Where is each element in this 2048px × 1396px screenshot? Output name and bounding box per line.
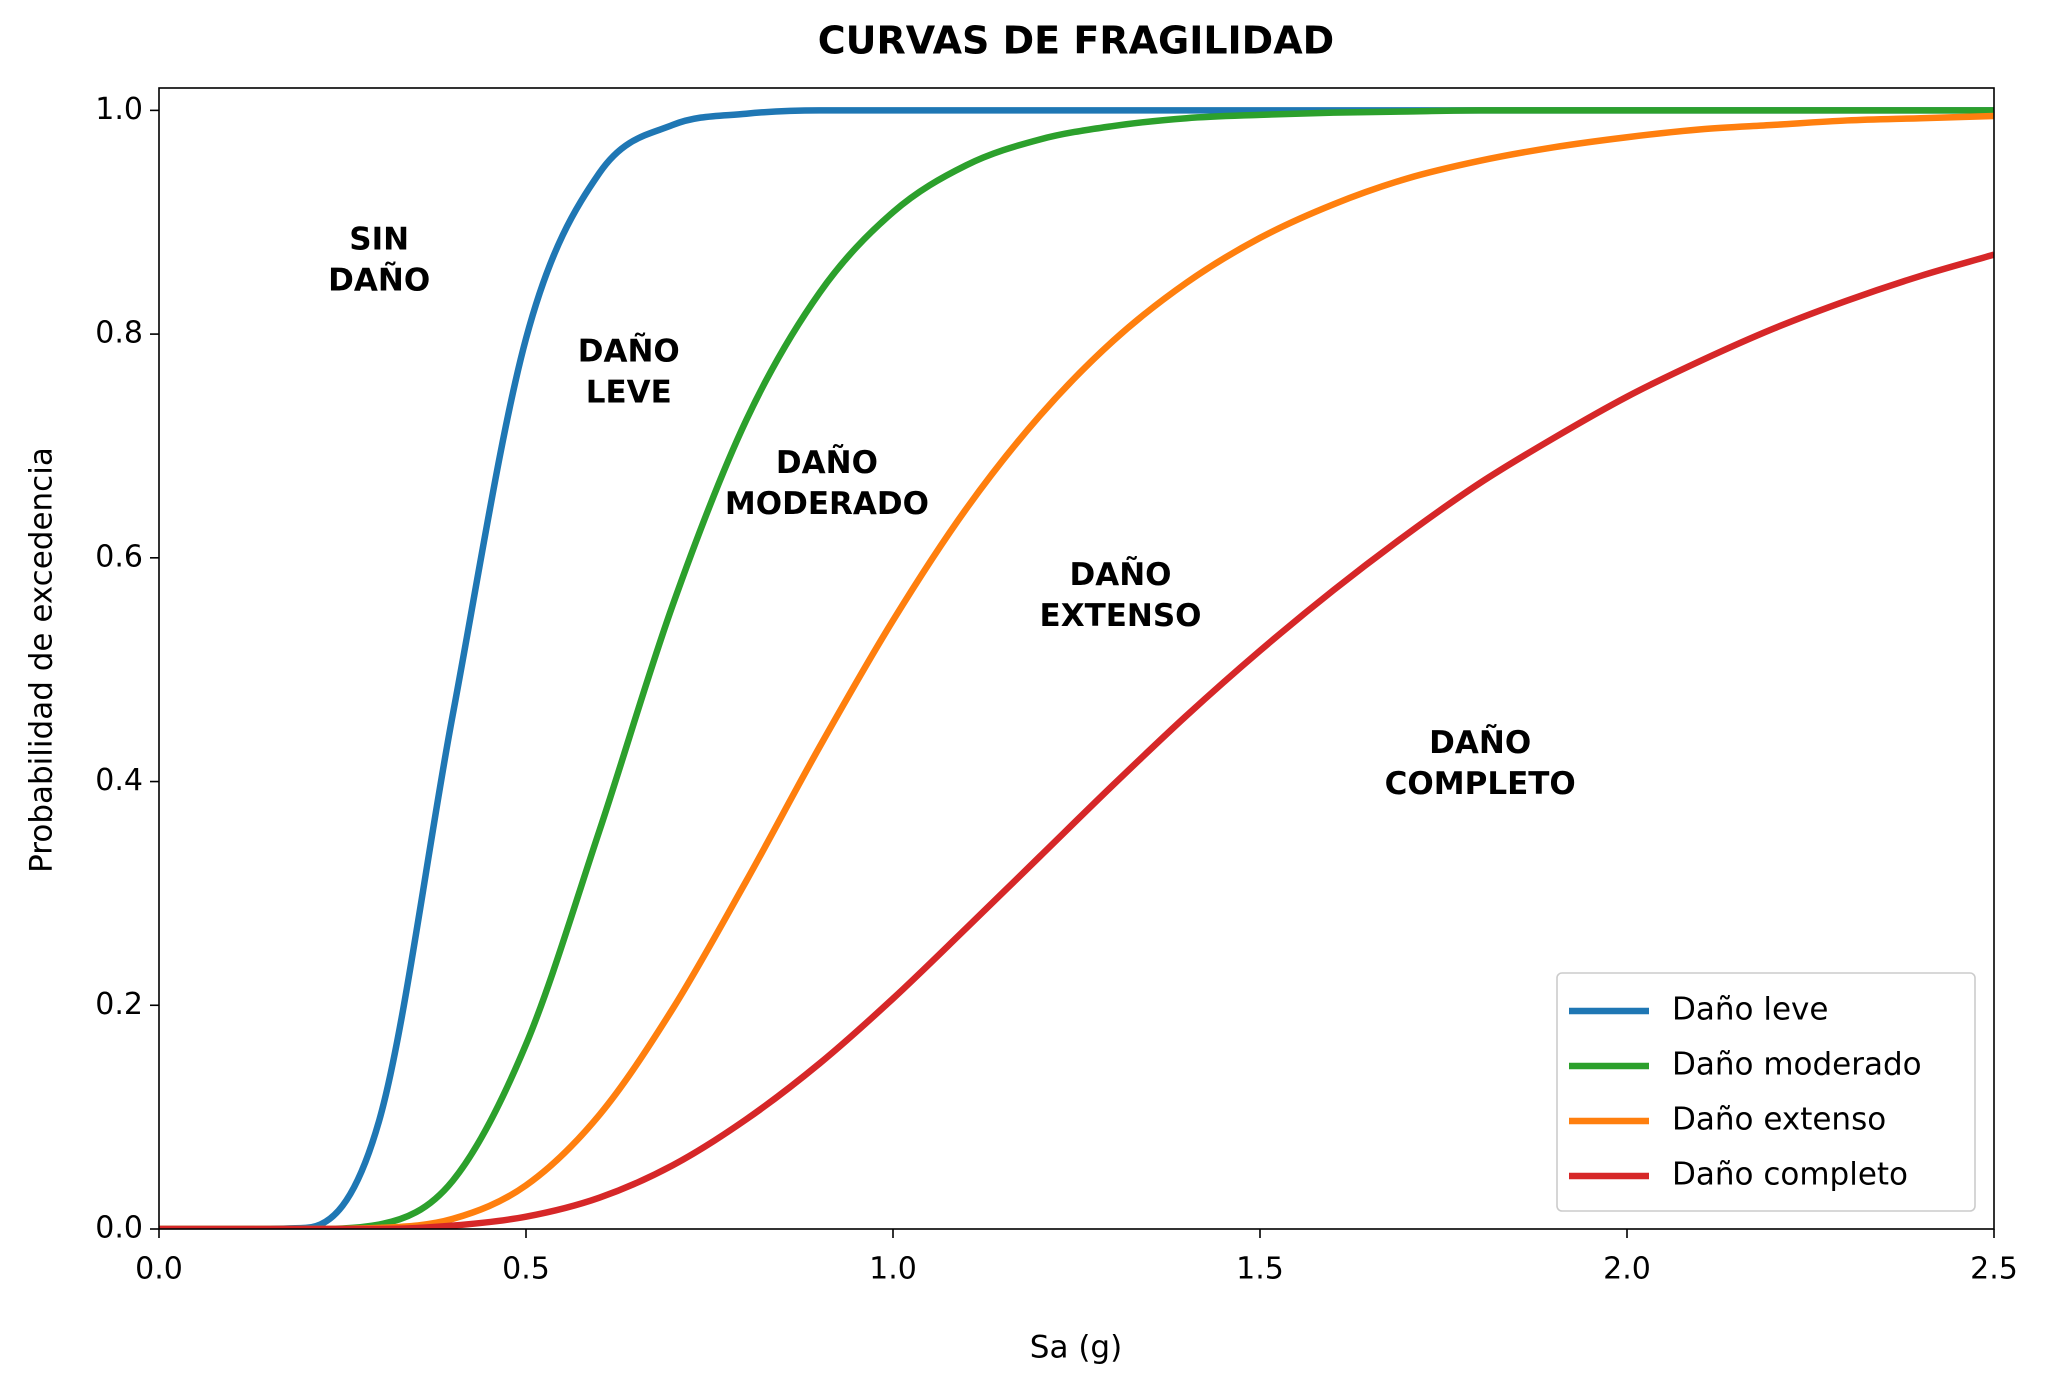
annotation: SIN	[349, 221, 409, 257]
annotation: COMPLETO	[1385, 766, 1576, 802]
annotation: DAÑO	[776, 444, 878, 481]
annotation: MODERADO	[725, 486, 929, 522]
series-line	[159, 251, 1994, 1229]
x-tick-label: 2.0	[1603, 1252, 1651, 1287]
x-tick-label: 2.5	[1970, 1252, 2018, 1287]
annotation: DAÑO	[578, 332, 680, 369]
annotation: LEVE	[586, 374, 672, 410]
y-tick-label: 0.6	[95, 539, 143, 574]
y-axis-label: Probabilidad de excedencia	[24, 447, 60, 873]
x-tick-label: 1.5	[1236, 1252, 1284, 1287]
annotation: EXTENSO	[1040, 598, 1202, 634]
y-tick-label: 0.2	[95, 987, 143, 1022]
annotation: DAÑO	[1070, 556, 1172, 593]
legend-label: Daño extenso	[1672, 1102, 1886, 1138]
plot-frame	[158, 87, 1995, 1230]
x-tick-label: 0.5	[502, 1252, 550, 1287]
x-tick-label: 0.0	[135, 1252, 183, 1287]
chart-title: CURVAS DE FRAGILIDAD	[818, 19, 1334, 63]
legend-box	[1556, 972, 1976, 1212]
annotation: DAÑO	[328, 261, 430, 298]
y-tick-label: 0.0	[95, 1211, 143, 1246]
y-tick-label: 0.4	[95, 763, 143, 798]
annotation: DAÑO	[1429, 724, 1531, 761]
x-tick-label: 1.0	[869, 1252, 917, 1287]
legend-label: Daño completo	[1672, 1157, 1908, 1193]
y-tick-label: 0.8	[95, 316, 143, 351]
series-line	[159, 107, 1994, 1229]
legend-label: Daño leve	[1672, 992, 1828, 1028]
series-line	[159, 112, 1994, 1229]
y-tick-label: 1.0	[95, 92, 143, 127]
legend-label: Daño moderado	[1672, 1047, 1922, 1083]
x-axis-label: Sa (g)	[1030, 1330, 1122, 1366]
